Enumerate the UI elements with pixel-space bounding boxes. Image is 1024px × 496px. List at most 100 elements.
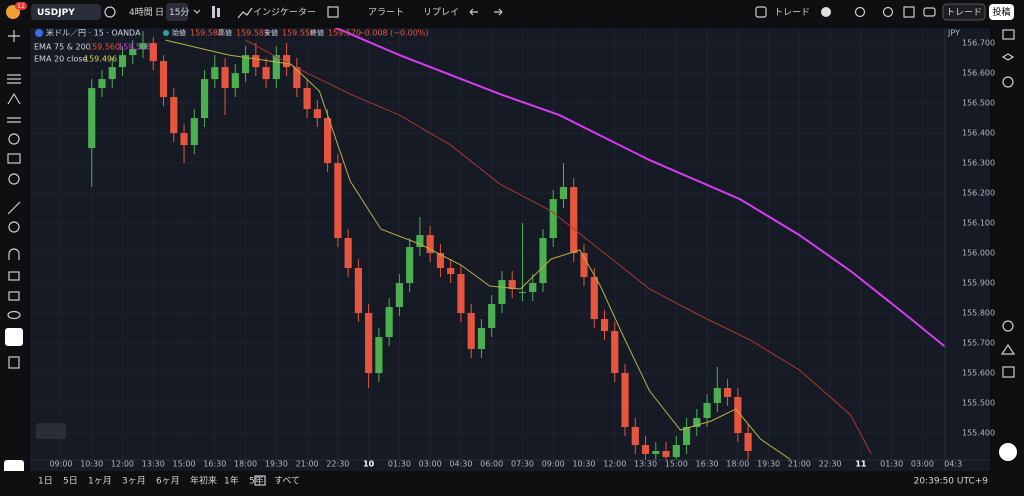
y-tick-label: 155.600 xyxy=(962,369,995,378)
candle-body xyxy=(662,451,670,458)
collapse-button[interactable] xyxy=(36,423,66,439)
symbol-box[interactable] xyxy=(31,4,101,20)
link-tool-active[interactable] xyxy=(5,328,23,346)
candle-body xyxy=(477,328,486,350)
range-button[interactable]: 6ヶ月 xyxy=(156,476,180,487)
range-button[interactable]: 3ヶ月 xyxy=(122,476,146,487)
range-button[interactable]: 5日 xyxy=(63,476,78,487)
ema-line xyxy=(245,39,872,455)
candle-body xyxy=(682,427,691,446)
search-icon[interactable] xyxy=(854,6,866,18)
dropdown[interactable] xyxy=(193,9,201,14)
post-button[interactable] xyxy=(989,4,1014,20)
candle-body xyxy=(98,79,106,89)
x-tick-label: 01:30 xyxy=(388,460,411,469)
x-tick-label: 09:00 xyxy=(49,460,72,469)
trade-icon[interactable] xyxy=(755,6,767,18)
x-tick-label: 21:00 xyxy=(788,460,811,469)
flag-icon xyxy=(35,29,43,37)
price-axis xyxy=(945,28,990,471)
y-tick-label: 156.200 xyxy=(962,189,995,198)
badge xyxy=(15,2,27,10)
undo[interactable] xyxy=(469,8,478,16)
x-tick-label: 01:30 xyxy=(880,460,903,469)
candle-body xyxy=(406,247,414,284)
channel-tool[interactable] xyxy=(7,74,21,84)
y-tick-label: 155.500 xyxy=(962,399,995,408)
interval[interactable]: 4時間 xyxy=(129,7,153,18)
replay[interactable]: リプレイ xyxy=(423,7,459,18)
y-tick-label: 156.700 xyxy=(962,39,995,48)
fullscreen-icon[interactable] xyxy=(903,6,915,18)
crosshair[interactable] xyxy=(8,30,20,42)
layout-icon[interactable] xyxy=(327,6,339,18)
visibility-tool[interactable] xyxy=(7,310,21,320)
range-button[interactable]: 1日 xyxy=(38,476,53,487)
ema-value: 159.560 xyxy=(87,43,120,52)
candle-body xyxy=(324,118,332,164)
x-tick-label: 06:00 xyxy=(480,460,503,469)
target-icon[interactable] xyxy=(1002,320,1014,332)
range-button[interactable]: 1年 xyxy=(224,475,239,487)
market-status xyxy=(163,30,169,36)
range-button[interactable]: 5年 xyxy=(249,475,264,487)
date-range-icon[interactable] xyxy=(254,475,266,486)
redo[interactable] xyxy=(494,8,503,16)
indicator-icon[interactable] xyxy=(237,7,253,19)
candle-body xyxy=(375,337,383,374)
post-button-label[interactable]: 投稿 xyxy=(992,6,1010,18)
y-tick-label: 155.700 xyxy=(962,339,995,348)
range-button[interactable]: すべて xyxy=(274,476,300,487)
pattern-tool[interactable] xyxy=(7,92,21,105)
apps-icon[interactable] xyxy=(999,443,1017,461)
trade-button-label[interactable]: トレード xyxy=(946,8,982,18)
currency[interactable]: JPY xyxy=(947,29,960,38)
add-compare[interactable] xyxy=(104,6,116,18)
x-tick-label: 22:30 xyxy=(819,460,842,469)
candle-body xyxy=(518,292,527,294)
ideas-icon[interactable] xyxy=(1000,343,1016,355)
candle-body xyxy=(190,118,198,146)
trade[interactable]: トレード xyxy=(774,8,810,18)
indicators[interactable]: インジケーター xyxy=(253,7,316,18)
calendar-icon[interactable] xyxy=(1002,366,1015,378)
alert[interactable]: アラート xyxy=(368,7,404,18)
lock-tool[interactable] xyxy=(8,271,20,281)
candle-body xyxy=(734,397,742,434)
alerts-icon[interactable] xyxy=(1002,76,1014,88)
range-button[interactable]: 年初来 xyxy=(190,475,217,487)
x-tick-label: 10 xyxy=(363,460,375,469)
candle-body xyxy=(129,49,137,56)
chart-type-icon[interactable] xyxy=(212,6,215,18)
magnet-tool[interactable] xyxy=(8,248,20,260)
settings-icon[interactable] xyxy=(882,6,894,18)
candle-body xyxy=(723,388,732,398)
candle-body xyxy=(713,388,721,404)
candle-body xyxy=(334,163,342,239)
layers-icon[interactable] xyxy=(1001,53,1015,61)
zoom-tool[interactable] xyxy=(8,221,20,233)
ema-legend[interactable]: EMA 75 & 200 xyxy=(34,43,91,52)
delete-tool[interactable] xyxy=(8,356,20,369)
emoji-tool[interactable] xyxy=(8,173,20,185)
shape-tool[interactable] xyxy=(8,133,20,145)
trade-button[interactable] xyxy=(942,3,986,21)
range-button[interactable]: 1ヶ月 xyxy=(88,476,112,487)
ruler-tool[interactable] xyxy=(7,201,21,215)
fib-tool[interactable] xyxy=(7,117,21,123)
ema-legend[interactable]: EMA 20 close xyxy=(34,55,87,64)
x-tick-label: 10:30 xyxy=(80,460,103,469)
lock-all-tool[interactable] xyxy=(8,291,20,301)
interval[interactable]: 日 xyxy=(155,7,164,18)
x-tick-label: 19:30 xyxy=(757,460,780,469)
candle-body xyxy=(108,67,116,80)
candle-body xyxy=(549,199,557,239)
watchlist-icon[interactable] xyxy=(1002,29,1015,40)
toggle[interactable] xyxy=(821,7,831,17)
interval[interactable]: 15分 xyxy=(169,7,189,18)
text-tool[interactable] xyxy=(7,153,21,164)
symbol[interactable]: USDJPY xyxy=(37,8,75,18)
snapshot-icon[interactable] xyxy=(923,7,936,17)
candle-body xyxy=(293,67,301,89)
x-tick-label: 11 xyxy=(855,460,867,469)
